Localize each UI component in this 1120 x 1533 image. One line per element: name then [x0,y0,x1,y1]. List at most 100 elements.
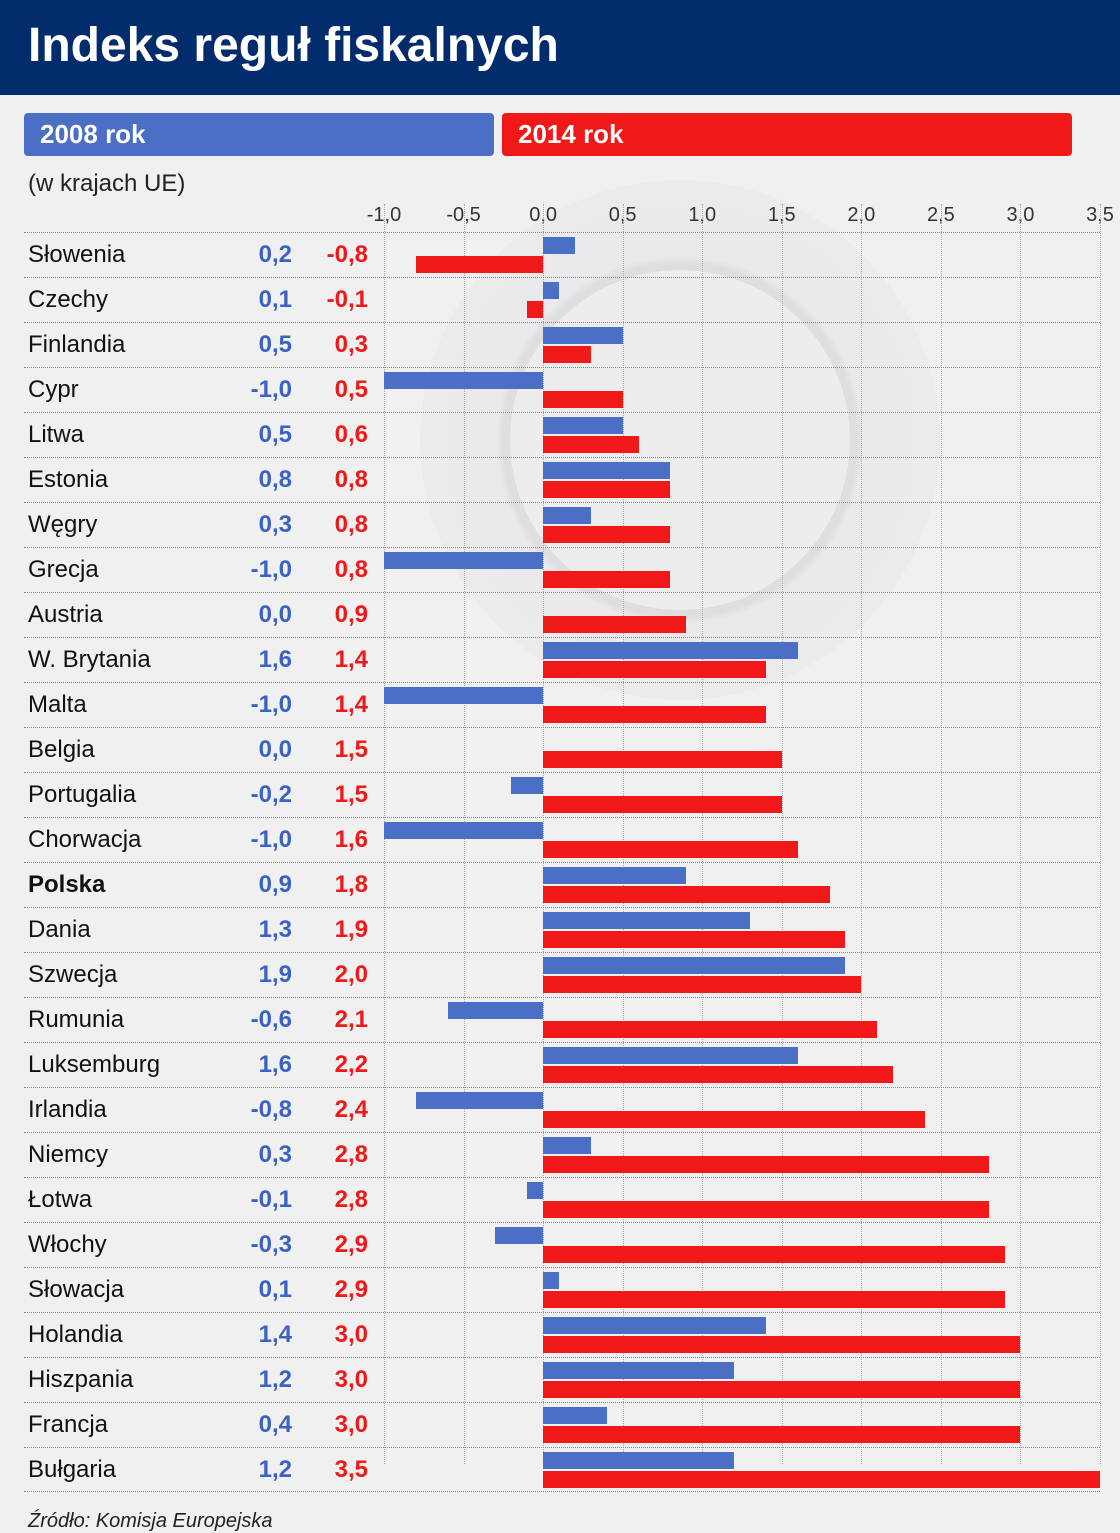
value-2014: 1,9 [308,916,368,944]
axis-tick: 1,0 [688,204,716,227]
bar-2008 [543,1407,607,1424]
table-row: Polska0,91,8 [24,862,1100,907]
value-2008: 1,2 [232,1366,292,1394]
value-2014: 0,8 [308,511,368,539]
table-row: Słowacja0,12,9 [24,1267,1100,1312]
value-2008: -0,8 [232,1096,292,1124]
axis-tick: -1,0 [367,204,401,227]
axis-tick: 0,0 [529,204,557,227]
bar-2014 [543,346,591,363]
bar-2014 [543,1336,1020,1353]
bar-2008 [384,822,543,839]
country-label: Hiszpania [28,1366,133,1394]
country-label: Szwecja [28,961,117,989]
bar-2008 [543,327,623,344]
value-2014: 1,4 [308,691,368,719]
table-row: Dania1,31,9 [24,907,1100,952]
country-label: Polska [28,871,105,899]
bar-2008 [416,1092,543,1109]
value-2008: 0,4 [232,1411,292,1439]
chart-rows: Słowenia0,2-0,8Czechy0,1-0,1Finlandia0,5… [24,232,1100,1492]
bar-2008 [543,867,686,884]
value-2008: -0,3 [232,1231,292,1259]
axis-tick: 0,5 [609,204,637,227]
bar-2014 [543,1111,925,1128]
value-2008: 1,4 [232,1321,292,1349]
value-2008: 0,3 [232,1141,292,1169]
bar-2014 [543,841,798,858]
country-label: Luksemburg [28,1051,160,1079]
bar-2014 [543,1066,893,1083]
bar-2014 [543,661,766,678]
source-note: Źródło: Komisja Europejska [28,1510,1120,1533]
table-row: Rumunia-0,62,1 [24,997,1100,1042]
value-2014: 2,0 [308,961,368,989]
bar-2008 [543,1362,734,1379]
bar-2008 [543,237,575,254]
bar-2014 [543,1246,1004,1263]
table-row: Czechy0,1-0,1 [24,277,1100,322]
value-2008: 0,8 [232,466,292,494]
value-2014: 1,6 [308,826,368,854]
country-label: Holandia [28,1321,123,1349]
bar-2008 [543,1452,734,1469]
value-2008: -0,1 [232,1186,292,1214]
axis-tick: 2,0 [847,204,875,227]
value-2008: -1,0 [232,556,292,584]
bar-2014 [543,976,861,993]
bar-2008 [543,1137,591,1154]
value-2008: 0,3 [232,511,292,539]
country-label: Grecja [28,556,99,584]
bar-2014 [543,931,845,948]
value-2014: 1,5 [308,736,368,764]
table-row: Bułgaria1,23,5 [24,1447,1100,1492]
table-row: Cypr-1,00,5 [24,367,1100,412]
table-row: Irlandia -0,8 2,4 [24,1087,1100,1132]
value-2014: 0,3 [308,331,368,359]
table-row: Hiszpania1,23,0 [24,1357,1100,1402]
value-2014: 2,8 [308,1141,368,1169]
value-2014: 2,2 [308,1051,368,1079]
country-label: Malta [28,691,87,719]
bar-2008 [543,1317,766,1334]
table-row: Francja0,43,0 [24,1402,1100,1447]
table-row: Belgia0,01,5 [24,727,1100,772]
value-2014: 3,0 [308,1321,368,1349]
value-2014: 2,8 [308,1186,368,1214]
value-2008: 1,6 [232,646,292,674]
value-2014: 0,9 [308,601,368,629]
value-2008: -1,0 [232,691,292,719]
value-2008: 0,1 [232,1276,292,1304]
country-label: Chorwacja [28,826,141,854]
value-2014: 2,4 [308,1096,368,1124]
bar-2014 [543,886,829,903]
bar-2014 [543,751,782,768]
bar-2008 [543,417,623,434]
value-2008: 0,5 [232,421,292,449]
country-label: Belgia [28,736,95,764]
bar-2014 [543,1381,1020,1398]
bar-2014 [416,256,543,273]
value-2014: 1,4 [308,646,368,674]
table-row: Estonia0,80,8 [24,457,1100,502]
value-2008: 0,2 [232,241,292,269]
table-row: Włochy-0,32,9 [24,1222,1100,1267]
table-row: Malta -1,0 1,4 [24,682,1100,727]
bar-2008 [543,912,750,929]
bar-2014 [543,571,670,588]
axis-tick: 3,0 [1007,204,1035,227]
axis-tick: 3,5 [1086,204,1114,227]
country-label: Francja [28,1411,108,1439]
country-label: Słowacja [28,1276,124,1304]
bar-2014 [543,616,686,633]
bar-2014 [543,1021,877,1038]
bar-2008 [543,507,591,524]
bar-2008 [543,642,798,659]
bar-2008 [384,687,543,704]
country-label: Irlandia [28,1096,107,1124]
country-label: Portugalia [28,781,136,809]
country-label: Rumunia [28,1006,124,1034]
value-2008: 0,0 [232,601,292,629]
value-2008: -1,0 [232,376,292,404]
value-2008: -0,6 [232,1006,292,1034]
